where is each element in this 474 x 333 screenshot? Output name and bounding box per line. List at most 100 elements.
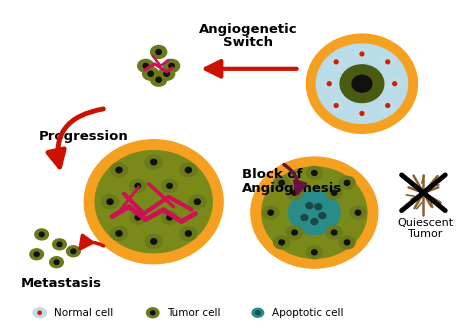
Ellipse shape: [268, 210, 273, 215]
Text: Angiogenetic: Angiogenetic: [199, 23, 297, 36]
Ellipse shape: [130, 179, 146, 192]
Ellipse shape: [180, 226, 197, 240]
Ellipse shape: [286, 226, 302, 239]
Ellipse shape: [311, 218, 318, 224]
Text: Apoptotic cell: Apoptotic cell: [272, 308, 343, 318]
Ellipse shape: [158, 67, 174, 80]
Ellipse shape: [146, 308, 159, 318]
Ellipse shape: [262, 167, 367, 258]
Ellipse shape: [355, 210, 361, 215]
Ellipse shape: [326, 226, 342, 239]
Ellipse shape: [34, 252, 39, 256]
Ellipse shape: [329, 100, 344, 111]
Circle shape: [393, 82, 397, 86]
Ellipse shape: [340, 65, 384, 103]
Ellipse shape: [306, 246, 322, 259]
Ellipse shape: [331, 190, 337, 195]
Ellipse shape: [311, 250, 317, 255]
Ellipse shape: [331, 230, 337, 235]
Ellipse shape: [292, 230, 297, 235]
Ellipse shape: [30, 249, 44, 260]
Ellipse shape: [352, 75, 372, 92]
Ellipse shape: [344, 240, 350, 245]
Ellipse shape: [306, 34, 418, 133]
Ellipse shape: [380, 100, 395, 111]
Text: Tumor cell: Tumor cell: [166, 308, 220, 318]
FancyArrowPatch shape: [284, 165, 305, 193]
Ellipse shape: [138, 59, 154, 72]
Ellipse shape: [33, 308, 46, 318]
Ellipse shape: [322, 78, 337, 89]
Circle shape: [386, 60, 390, 64]
Circle shape: [328, 82, 331, 86]
Ellipse shape: [151, 73, 167, 86]
Ellipse shape: [319, 212, 326, 218]
Text: Block of: Block of: [242, 168, 302, 181]
Ellipse shape: [53, 239, 66, 250]
Ellipse shape: [189, 195, 206, 209]
Ellipse shape: [279, 180, 284, 185]
Circle shape: [360, 112, 364, 115]
Ellipse shape: [162, 179, 178, 192]
Ellipse shape: [315, 204, 322, 210]
Ellipse shape: [135, 215, 141, 220]
Text: Metastasis: Metastasis: [21, 277, 102, 290]
Ellipse shape: [151, 159, 157, 165]
Ellipse shape: [116, 167, 122, 173]
Ellipse shape: [194, 199, 201, 204]
Ellipse shape: [380, 56, 395, 67]
Ellipse shape: [110, 226, 128, 240]
Ellipse shape: [57, 242, 62, 246]
Ellipse shape: [50, 257, 64, 268]
Circle shape: [334, 104, 338, 108]
Ellipse shape: [162, 211, 178, 224]
Text: Tumor: Tumor: [408, 229, 443, 239]
Ellipse shape: [289, 191, 340, 234]
Ellipse shape: [151, 311, 155, 315]
Text: Progression: Progression: [38, 130, 128, 143]
Ellipse shape: [116, 231, 122, 236]
Circle shape: [334, 60, 338, 64]
Ellipse shape: [84, 140, 223, 264]
Circle shape: [386, 104, 390, 108]
Ellipse shape: [255, 311, 260, 315]
Text: Normal cell: Normal cell: [54, 308, 113, 318]
Ellipse shape: [145, 155, 163, 169]
Ellipse shape: [35, 229, 48, 240]
Ellipse shape: [301, 214, 308, 220]
Ellipse shape: [71, 249, 76, 253]
Ellipse shape: [263, 206, 279, 219]
Ellipse shape: [135, 183, 141, 188]
Ellipse shape: [167, 183, 172, 188]
Ellipse shape: [387, 78, 402, 89]
Ellipse shape: [143, 63, 148, 68]
Ellipse shape: [329, 56, 344, 67]
Ellipse shape: [164, 71, 169, 76]
Ellipse shape: [95, 151, 212, 253]
Ellipse shape: [279, 240, 284, 245]
FancyArrowPatch shape: [48, 109, 103, 167]
Ellipse shape: [167, 215, 172, 220]
Ellipse shape: [251, 157, 378, 268]
Ellipse shape: [143, 67, 159, 80]
Ellipse shape: [355, 49, 369, 59]
Ellipse shape: [292, 190, 297, 195]
Text: Switch: Switch: [223, 36, 273, 49]
Ellipse shape: [306, 166, 322, 179]
Ellipse shape: [339, 236, 355, 249]
Ellipse shape: [148, 71, 154, 76]
Ellipse shape: [130, 211, 146, 224]
Ellipse shape: [326, 186, 342, 199]
Ellipse shape: [156, 50, 161, 54]
Ellipse shape: [252, 308, 264, 317]
Ellipse shape: [101, 195, 119, 209]
Ellipse shape: [185, 167, 191, 173]
Ellipse shape: [185, 231, 191, 236]
Text: Quiescent: Quiescent: [397, 217, 454, 227]
Ellipse shape: [164, 59, 180, 72]
Ellipse shape: [273, 236, 290, 249]
Circle shape: [360, 52, 364, 56]
Ellipse shape: [180, 163, 197, 177]
Ellipse shape: [145, 234, 163, 248]
Ellipse shape: [286, 186, 302, 199]
